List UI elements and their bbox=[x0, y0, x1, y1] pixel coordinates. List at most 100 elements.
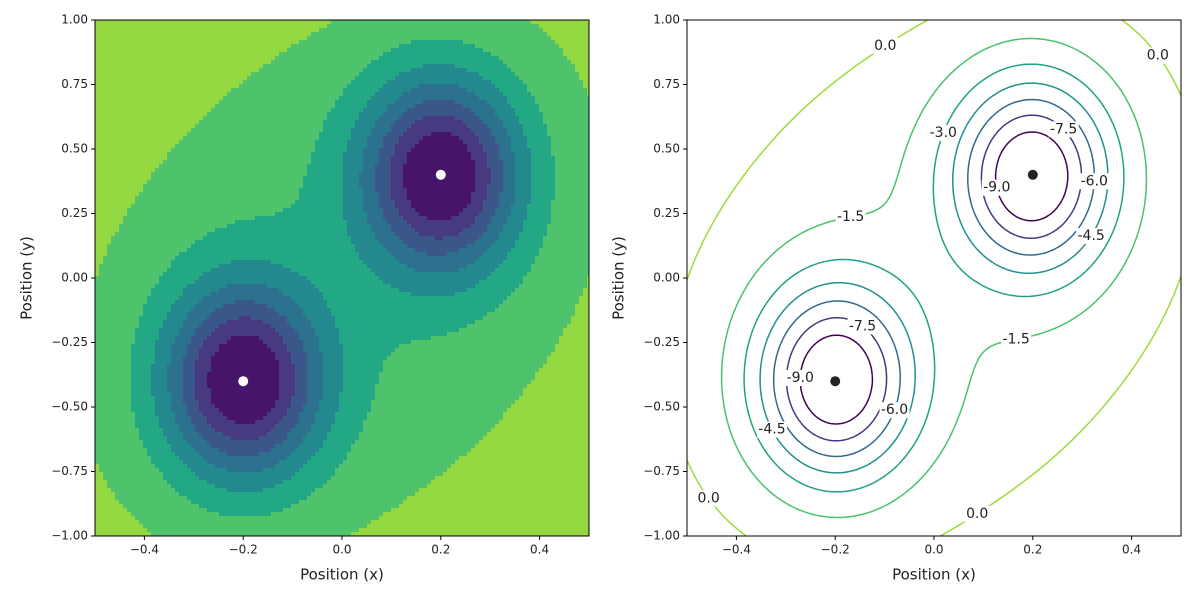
contour-band bbox=[299, 468, 336, 473]
contour-label: 0.0 bbox=[697, 490, 719, 506]
contour-band bbox=[211, 424, 276, 429]
contour-band bbox=[227, 224, 348, 229]
contour-band bbox=[95, 284, 156, 289]
contour-band bbox=[531, 92, 588, 97]
contour-band bbox=[379, 152, 396, 157]
contour-band bbox=[475, 180, 492, 185]
contour-band bbox=[339, 96, 372, 101]
contour-band bbox=[363, 424, 496, 429]
contour-band bbox=[331, 424, 364, 429]
contour-band bbox=[359, 184, 376, 189]
contour-band bbox=[183, 288, 220, 293]
contour-band bbox=[387, 108, 408, 113]
contour-band bbox=[259, 336, 284, 341]
contour-band bbox=[199, 476, 292, 481]
contour-band bbox=[343, 376, 380, 381]
contour-band bbox=[551, 152, 589, 157]
contour-band bbox=[175, 452, 200, 457]
contour-band bbox=[315, 488, 420, 493]
contour-band bbox=[547, 228, 589, 233]
contour-band bbox=[95, 296, 148, 301]
contour-band bbox=[343, 184, 360, 189]
contour-band bbox=[95, 372, 132, 377]
contour-band bbox=[403, 132, 432, 137]
contour-band bbox=[151, 456, 180, 461]
contour-band bbox=[579, 76, 589, 81]
contour-band bbox=[119, 228, 216, 233]
contour-band bbox=[311, 160, 344, 165]
contour-band bbox=[499, 232, 520, 237]
contour-band bbox=[579, 300, 589, 305]
x-tick-label: −0.2 bbox=[229, 543, 258, 557]
contour-band bbox=[503, 176, 516, 181]
contour-band bbox=[167, 372, 184, 377]
contour-band bbox=[487, 248, 512, 253]
contour-band bbox=[459, 456, 589, 461]
contour-band bbox=[279, 372, 296, 377]
contour-band bbox=[195, 240, 352, 245]
contour-band bbox=[143, 440, 168, 445]
contour-band bbox=[95, 360, 132, 365]
contour-band bbox=[411, 204, 468, 209]
contour-band bbox=[211, 312, 280, 317]
contour-band bbox=[523, 220, 552, 225]
contour-band bbox=[323, 360, 344, 365]
contour-band bbox=[175, 412, 188, 417]
contour-band bbox=[367, 64, 424, 69]
contour-band bbox=[347, 140, 368, 145]
contour-band bbox=[179, 328, 196, 333]
contour-band bbox=[523, 224, 548, 229]
contour-band bbox=[95, 392, 132, 397]
contour-band bbox=[491, 176, 504, 181]
contour-band bbox=[507, 100, 536, 105]
contour-band bbox=[391, 188, 408, 193]
contour-band bbox=[407, 220, 476, 225]
contour-label-bg bbox=[1079, 173, 1110, 190]
contour-band bbox=[495, 240, 516, 245]
contour-band bbox=[343, 200, 364, 205]
contour-band bbox=[491, 180, 504, 185]
contour-band bbox=[495, 140, 512, 145]
contour-band bbox=[151, 368, 168, 373]
contour-band bbox=[383, 364, 544, 369]
contour-band bbox=[475, 216, 492, 221]
contour-band bbox=[299, 444, 324, 449]
contour-band bbox=[291, 324, 312, 329]
contour-band bbox=[271, 348, 288, 353]
contour-band bbox=[339, 396, 376, 401]
contour-band bbox=[551, 208, 589, 213]
contour-band bbox=[147, 448, 172, 453]
contour-band bbox=[291, 428, 312, 433]
contour-band bbox=[195, 428, 216, 433]
contour-band bbox=[391, 48, 484, 53]
contour-band bbox=[315, 140, 348, 145]
contour-band bbox=[227, 340, 264, 345]
y-tick-label: −1.00 bbox=[643, 529, 680, 543]
contour-band bbox=[307, 368, 324, 373]
contour-band bbox=[95, 348, 132, 353]
contour-band bbox=[455, 64, 508, 69]
contour-band bbox=[487, 224, 504, 229]
contour-band bbox=[483, 48, 564, 53]
contour-band bbox=[155, 352, 172, 357]
y-tick-label: 0.50 bbox=[61, 142, 88, 156]
contour-band bbox=[543, 28, 589, 33]
contour-band bbox=[559, 336, 589, 341]
contour-band bbox=[387, 220, 408, 225]
contour-band bbox=[223, 432, 268, 437]
contour-band bbox=[383, 216, 404, 221]
contour-band bbox=[499, 88, 528, 93]
contour-band bbox=[95, 404, 132, 409]
contour-band bbox=[511, 292, 584, 297]
contour-band bbox=[139, 316, 168, 321]
contour-band bbox=[503, 416, 589, 421]
contour-band bbox=[155, 356, 172, 361]
contour-band bbox=[479, 280, 524, 285]
contour-band bbox=[167, 440, 188, 445]
contour-band bbox=[375, 232, 396, 237]
contour-line bbox=[687, 20, 1181, 536]
contour-band bbox=[283, 292, 324, 297]
contour-band bbox=[175, 488, 228, 493]
contour-band bbox=[95, 36, 308, 41]
contour-band bbox=[399, 504, 589, 509]
